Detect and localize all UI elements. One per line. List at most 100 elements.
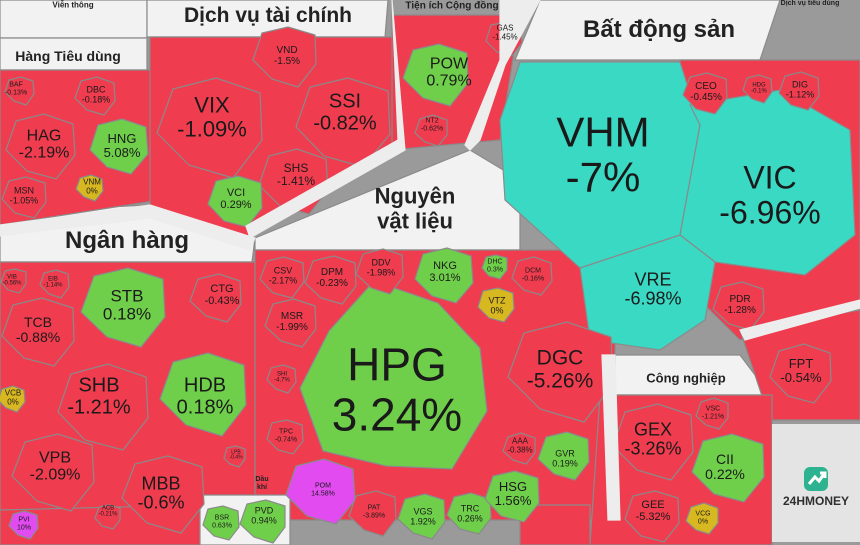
- cell-nkg[interactable]: [414, 247, 474, 304]
- ticker-symbol: VIC: [743, 159, 797, 196]
- sector-panel-nguyen-vat-lieu[interactable]: [254, 149, 521, 251]
- cell-label-vnd: VND -1.5%: [273, 45, 301, 68]
- ticker-symbol: DHC: [487, 258, 503, 266]
- ticker-symbol: VCB: [4, 388, 22, 398]
- ticker-change: 10%: [16, 524, 32, 531]
- cell-label-fpt: FPT -0.54%: [780, 356, 821, 385]
- cell-vsc[interactable]: [695, 397, 729, 430]
- cell-msn[interactable]: [1, 176, 47, 219]
- ticker-change: -1.5%: [273, 56, 301, 67]
- ticker-symbol: DPM: [320, 267, 344, 279]
- cluster-bottom-mid[interactable]: [519, 504, 591, 545]
- ticker-symbol: GEE: [641, 499, 665, 512]
- cell-pvd[interactable]: [239, 499, 286, 544]
- sector-divider[interactable]: [601, 354, 621, 521]
- cell-dig[interactable]: [778, 71, 820, 111]
- cell-dpm[interactable]: [304, 255, 357, 305]
- cell-vnd[interactable]: [252, 26, 317, 88]
- cell-pvi[interactable]: [8, 510, 39, 540]
- sector-divider[interactable]: [0, 204, 256, 251]
- cell-vpb[interactable]: [11, 433, 95, 512]
- ticker-change: 0.22%: [705, 466, 745, 482]
- cell-gee[interactable]: [624, 490, 680, 543]
- ticker-change: -0.82%: [313, 112, 377, 134]
- cell-tpc[interactable]: [266, 419, 304, 455]
- cell-tcb[interactable]: [1, 297, 75, 367]
- cell-pat[interactable]: [348, 490, 397, 537]
- cell-ceo[interactable]: [682, 72, 728, 115]
- ticker-symbol: CEO: [695, 81, 717, 93]
- cell-label-dhc: DHC 0.3%: [487, 258, 503, 273]
- ticker-change: 0.3%: [487, 266, 503, 273]
- cell-vci[interactable]: [207, 175, 263, 228]
- cell-hdb[interactable]: [159, 352, 247, 437]
- sector-divider[interactable]: [464, 0, 541, 151]
- cell-acb[interactable]: [94, 504, 121, 530]
- ticker-change: 3.01%: [429, 272, 461, 284]
- cell-lpb[interactable]: [223, 445, 246, 468]
- cell-pom[interactable]: [285, 458, 356, 525]
- ticker-change: -0.43%: [204, 295, 240, 307]
- cell-label-aaa: AAA -0.38%: [507, 437, 532, 454]
- cell-cii[interactable]: [691, 433, 765, 503]
- cell-vcb[interactable]: [0, 385, 26, 413]
- cell-msr[interactable]: [264, 298, 317, 348]
- cell-csv[interactable]: [259, 256, 305, 299]
- cell-label-vib: VIB -0.56%: [2, 275, 21, 288]
- cell-shb[interactable]: [57, 363, 149, 451]
- cell-label-baf: BAF -0.13%: [5, 81, 27, 96]
- ticker-symbol: VSC: [705, 405, 721, 413]
- cell-hdg[interactable]: [742, 74, 773, 104]
- cell-ddv[interactable]: [355, 248, 404, 295]
- cell-hsg[interactable]: [484, 470, 540, 523]
- cell-hng[interactable]: [89, 118, 149, 175]
- cell-dgc[interactable]: [507, 321, 614, 423]
- cell-aaa[interactable]: [502, 432, 536, 465]
- cell-dhc[interactable]: [481, 254, 508, 280]
- sector-title-4: Dịch vụ tiêu dùng: [780, 0, 840, 7]
- cell-bsr[interactable]: [202, 505, 240, 541]
- cell-eib[interactable]: [39, 269, 70, 299]
- cell-ctg[interactable]: [189, 273, 242, 323]
- ticker-change: -1.05%: [9, 195, 39, 205]
- ticker-symbol: TRC: [460, 503, 480, 514]
- cell-label-vpb: VPB -2.09%: [30, 450, 81, 485]
- cell-vcg[interactable]: [685, 502, 719, 535]
- cell-vix[interactable]: [156, 77, 263, 179]
- sector-divider[interactable]: [245, 0, 406, 239]
- cell-shi[interactable]: [266, 364, 297, 394]
- cell-gvr[interactable]: [537, 431, 590, 481]
- cell-vgs[interactable]: [397, 493, 446, 540]
- cell-stb[interactable]: [80, 267, 166, 348]
- cell-fpt[interactable]: [769, 343, 832, 404]
- cell-vtz[interactable]: [477, 287, 515, 323]
- cell-baf[interactable]: [4, 76, 35, 106]
- cell-label-ddv: DDV -1.98%: [367, 258, 396, 277]
- cell-hpg[interactable]: [299, 280, 488, 470]
- cell-label-vre: VRE -6.98%: [624, 270, 681, 310]
- ticker-change: -0.4%: [229, 455, 243, 461]
- ticker-symbol: PVI: [18, 516, 30, 524]
- cell-gex[interactable]: [612, 403, 694, 481]
- sector-divider[interactable]: [739, 299, 860, 341]
- ticker-change: -2.17%: [268, 275, 298, 285]
- cell-pow[interactable]: [402, 43, 469, 107]
- cell-label-hdg: HDG -0.1%: [751, 83, 767, 96]
- cell-label-mbb: MBB -0.6%: [137, 474, 184, 514]
- ticker-symbol: VGS: [413, 506, 433, 517]
- cell-hag[interactable]: [5, 113, 76, 180]
- cell-label-dgc: DGC -5.26%: [527, 347, 594, 392]
- ticker-change: -3.89%: [362, 512, 386, 519]
- cell-nt2[interactable]: [414, 114, 448, 147]
- cell-mbb[interactable]: [121, 455, 205, 534]
- ticker-change: -0.21%: [98, 512, 118, 518]
- cell-vnm[interactable]: [75, 174, 104, 202]
- ticker-change: -5.32%: [635, 511, 671, 523]
- cell-dbc[interactable]: [74, 76, 116, 116]
- cell-dcm[interactable]: [511, 256, 553, 296]
- cell-label-vic: VIC -6.96%: [719, 160, 820, 229]
- ticker-change: 0.26%: [457, 513, 483, 523]
- cell-label-pvd: PVD 0.94%: [251, 506, 277, 525]
- cell-vib[interactable]: [0, 268, 27, 294]
- cell-label-trc: TRC 0.26%: [457, 504, 483, 523]
